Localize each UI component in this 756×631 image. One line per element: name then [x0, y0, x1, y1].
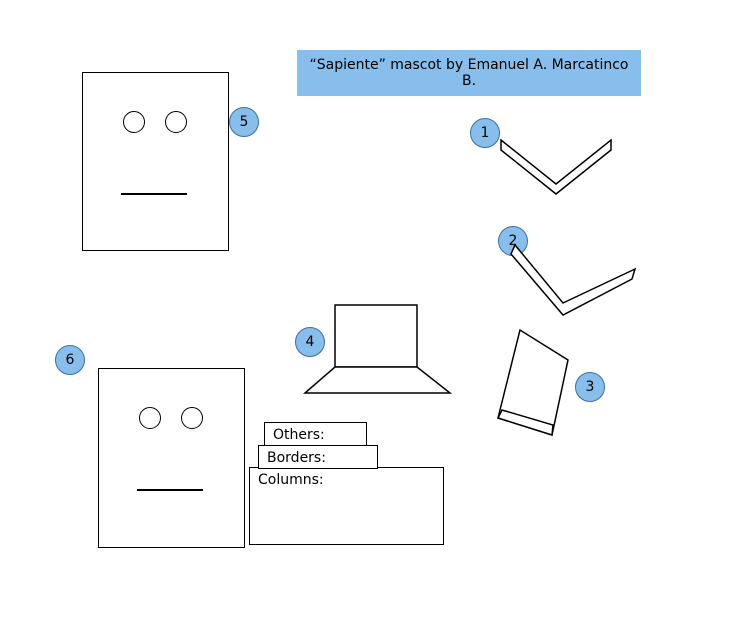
- step-badge-6: 6: [55, 345, 85, 375]
- title-banner: “Sapiente” mascot by Emanuel A. Marcatin…: [297, 50, 641, 96]
- card-label: Borders:: [267, 450, 326, 466]
- card-label: Columns:: [258, 472, 324, 488]
- card-borders: Borders:: [258, 445, 378, 469]
- laptop-screen: [335, 305, 417, 367]
- eye-icon: [123, 111, 145, 133]
- laptop-icon: [305, 305, 450, 395]
- step-badge-5: 5: [229, 107, 259, 137]
- mascot-face-bottom: [98, 368, 245, 548]
- card-label: Others:: [273, 427, 325, 443]
- eye-icon: [181, 407, 203, 429]
- chevron-icon: [501, 140, 611, 210]
- card-columns: Columns:: [249, 467, 444, 545]
- mouth-line: [121, 193, 187, 195]
- card-others: Others:: [264, 422, 367, 446]
- mouth-line: [137, 489, 203, 491]
- mascot-face-top: [82, 72, 229, 251]
- book-icon: [498, 330, 578, 435]
- laptop-base: [305, 367, 450, 393]
- eye-icon: [139, 407, 161, 429]
- step-badge-3: 3: [575, 372, 605, 402]
- eye-icon: [165, 111, 187, 133]
- step-badge-1: 1: [470, 118, 500, 148]
- chevron-icon: [515, 245, 635, 325]
